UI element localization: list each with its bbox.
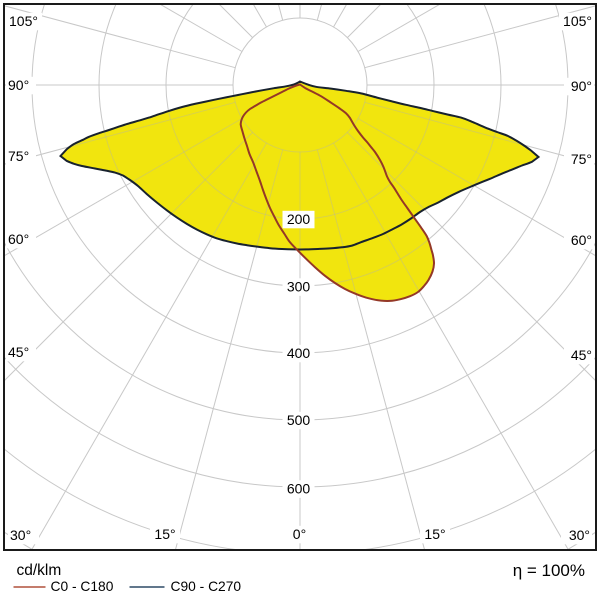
svg-text:45°: 45° <box>8 344 29 360</box>
svg-text:600: 600 <box>287 481 311 497</box>
svg-text:75°: 75° <box>8 148 29 164</box>
svg-text:0°: 0° <box>293 526 306 542</box>
svg-text:400: 400 <box>287 345 311 361</box>
svg-text:200: 200 <box>287 211 311 227</box>
svg-text:30°: 30° <box>569 527 590 543</box>
svg-text:90°: 90° <box>571 78 592 94</box>
svg-text:75°: 75° <box>571 151 592 167</box>
svg-text:30°: 30° <box>10 527 31 543</box>
svg-text:η = 100%: η = 100% <box>513 561 585 580</box>
svg-text:C0 - C180: C0 - C180 <box>51 579 114 594</box>
svg-text:90°: 90° <box>8 77 29 93</box>
svg-text:300: 300 <box>287 279 311 295</box>
svg-text:60°: 60° <box>571 232 592 248</box>
svg-text:45°: 45° <box>571 347 592 363</box>
svg-text:C90 - C270: C90 - C270 <box>171 579 242 594</box>
svg-text:15°: 15° <box>154 526 175 542</box>
svg-text:60°: 60° <box>8 231 29 247</box>
svg-text:105°: 105° <box>9 13 38 29</box>
svg-text:105°: 105° <box>563 13 592 29</box>
svg-text:cd/klm: cd/klm <box>17 562 62 579</box>
svg-text:500: 500 <box>287 412 311 428</box>
svg-text:15°: 15° <box>424 526 445 542</box>
